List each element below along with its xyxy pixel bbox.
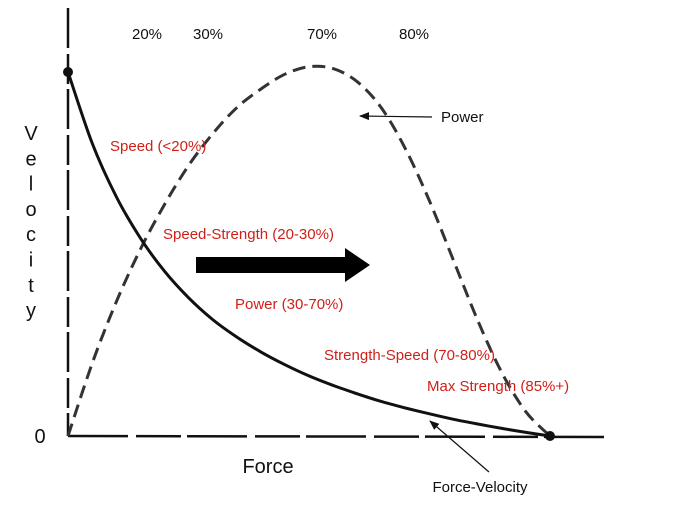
percent-label-80: 80% [399,26,429,43]
annotation-power: Power (30-70%) [235,296,343,313]
y-axis-label-letter: c [26,224,36,246]
force-velocity-end-point [545,431,555,441]
power-legend-label: Power [441,109,484,126]
x-axis-label: Force [242,456,293,478]
percent-label-20: 20% [132,26,162,43]
percent-label-30: 30% [193,26,223,43]
annotation-strength-speed: Strength-Speed (70-80%) [324,347,495,364]
origin-label: 0 [34,426,45,448]
y-axis-label-letter: V [24,123,38,145]
direction-arrow [196,248,370,282]
annotation-speed-strength: Speed-Strength (20-30%) [163,226,334,243]
force-velocity-curve [66,71,551,438]
power-legend-arrow [359,112,433,121]
annotation-speed: Speed (<20%) [110,138,206,155]
annotation-max-strength: Max Strength (85%+) [427,378,569,395]
x-axis [67,434,611,439]
y-axis-label-letter: i [29,250,33,272]
y-axis-label-letter: y [26,300,36,322]
force-velocity-legend-arrow [429,420,490,473]
y-axis-label-letter: t [28,275,34,297]
y-axis-label-letter: l [29,174,33,196]
y-axis-label: Velocity [24,123,38,322]
y-axis-label-letter: o [25,199,36,221]
percent-label-70: 70% [307,26,337,43]
force-velocity-start-point [63,67,73,77]
y-axis-label-letter: e [25,148,36,170]
force-velocity-legend-label: Force-Velocity [432,479,528,496]
